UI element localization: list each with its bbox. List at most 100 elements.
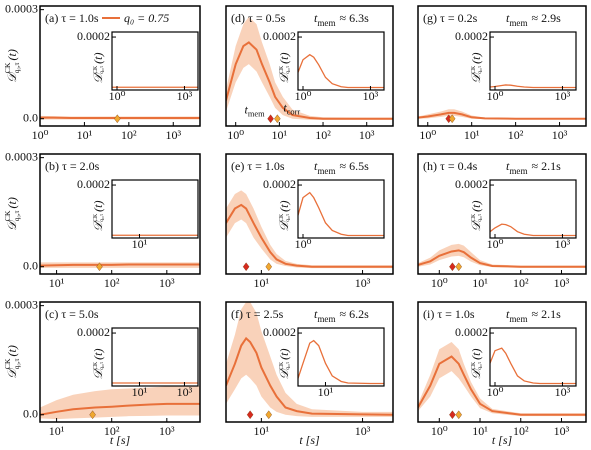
panel-label: (g) τ = 0.2s bbox=[423, 11, 478, 25]
panel-label: (i) τ = 1.0s bbox=[423, 307, 475, 321]
inset: 10⁰ 10³ 0.0002 𝒟CKq₀,τ (t) bbox=[263, 29, 385, 103]
x-tick-label: 10² bbox=[121, 128, 137, 142]
subscript: mem bbox=[509, 18, 527, 28]
mean-line bbox=[418, 111, 586, 120]
y-axis-label: 𝒟CKq₀,τ (t) bbox=[469, 52, 483, 83]
symbol: 𝒟 bbox=[91, 220, 105, 232]
subscript: mem bbox=[317, 166, 335, 176]
series bbox=[40, 385, 200, 420]
t-mem-marker bbox=[267, 114, 274, 124]
x-tick-label: 10¹ bbox=[254, 424, 270, 438]
t-corr-marker bbox=[448, 114, 456, 124]
axes-frame bbox=[39, 153, 201, 275]
series bbox=[490, 347, 576, 385]
axes-frame bbox=[489, 179, 577, 239]
series bbox=[298, 191, 384, 237]
symbol: t bbox=[283, 100, 287, 114]
panel-label: (a) τ = 1.0s bbox=[45, 11, 99, 25]
t-corr-marker bbox=[96, 262, 103, 272]
argument: (t) bbox=[91, 52, 105, 63]
argument: (t) bbox=[91, 200, 105, 211]
x-tick-label: 10³ bbox=[555, 385, 571, 399]
panel: 10⁰ 10¹ 10² 10³ 10⁰ 10³ 0.0002 𝒟CKq₀,τ (t) (h) τ … bbox=[417, 153, 587, 290]
inset-background bbox=[490, 180, 576, 238]
inset: 10⁰ 10³ 0.0002 𝒟CKq₀,τ (t) bbox=[455, 29, 577, 103]
memory-time-annotation: tmem ≈ 2.9s bbox=[506, 11, 561, 28]
x-tick-label: 10³ bbox=[355, 276, 371, 290]
x-tick-label: 10³ bbox=[555, 237, 571, 251]
axes-frame bbox=[225, 301, 394, 423]
y-axis-label: 𝒟CKq₀,τ (t) bbox=[3, 197, 20, 231]
series bbox=[40, 262, 200, 268]
series bbox=[298, 339, 384, 385]
mean-line bbox=[40, 402, 200, 416]
x-axis-label: t [s] bbox=[492, 433, 513, 447]
inset-background bbox=[112, 32, 198, 90]
subscript: q₀,τ bbox=[477, 361, 483, 370]
x-tick-label: 10⁰ bbox=[109, 89, 126, 103]
subscript: q₀,τ bbox=[285, 361, 291, 370]
subscript: q₀,τ bbox=[13, 210, 21, 221]
symbol: 𝒟 bbox=[469, 368, 483, 380]
x-tick-label: 10¹ bbox=[464, 128, 480, 142]
inset: 10⁰ 0.0002 𝒟CKq₀,τ (t) bbox=[263, 177, 385, 251]
axes-frame bbox=[111, 31, 199, 91]
mean-line bbox=[418, 355, 586, 416]
superscript: CK bbox=[3, 358, 12, 369]
inset-background bbox=[112, 180, 198, 238]
y-tick-label: 0.0002 bbox=[77, 177, 110, 191]
panel-label: (f) τ = 2.5s bbox=[231, 307, 284, 321]
x-tick-label: 10² bbox=[513, 424, 529, 438]
symbol: 𝒟 bbox=[5, 219, 19, 231]
symbol: t bbox=[314, 11, 318, 25]
inset: 10⁰ 10³ 0.0002 𝒟CKq₀,τ (t) bbox=[77, 29, 199, 103]
confidence-band bbox=[418, 109, 586, 120]
t-mem-marker bbox=[246, 410, 254, 420]
y-tick-label: 0.0003 bbox=[5, 297, 38, 311]
y-axis-label: 𝒟CKq₀,τ (t) bbox=[469, 200, 483, 231]
inset-background bbox=[112, 328, 198, 386]
symbol: 𝒟 bbox=[277, 220, 291, 232]
superscript: CK bbox=[279, 213, 285, 222]
annotation-value: ≈ 2.1s bbox=[532, 159, 562, 173]
argument: (t) bbox=[469, 200, 483, 211]
y-tick-label: 0.0003 bbox=[5, 149, 38, 163]
inset-background bbox=[298, 180, 384, 238]
t-mem-marker bbox=[449, 262, 456, 272]
confidence-band bbox=[226, 302, 393, 417]
argument: (t) bbox=[469, 348, 483, 359]
mean-line bbox=[490, 84, 576, 89]
axes-frame bbox=[417, 301, 587, 423]
t-mem-label: tmem bbox=[245, 102, 266, 119]
axes-frame bbox=[225, 153, 394, 275]
superscript: CK bbox=[279, 361, 285, 370]
mean-line bbox=[226, 41, 393, 120]
subscript: corr bbox=[287, 108, 301, 117]
axes-frame bbox=[39, 5, 201, 127]
x-tick-label: 10¹ bbox=[132, 385, 148, 399]
x-tick-label: 10⁰ bbox=[487, 89, 504, 103]
x-tick-label: 10³ bbox=[555, 89, 571, 103]
x-tick-label: 10² bbox=[315, 128, 331, 142]
symbol: t bbox=[506, 11, 510, 25]
x-tick-label: 10¹ bbox=[77, 128, 93, 142]
memory-time-annotation: tmem ≈ 6.2s bbox=[314, 307, 369, 324]
x-tick-label: 10¹ bbox=[472, 276, 488, 290]
inset-background bbox=[490, 32, 576, 90]
symbol: t bbox=[506, 307, 510, 321]
subscript: mem bbox=[509, 314, 527, 324]
subscript: q₀,τ bbox=[285, 213, 291, 222]
x-tick-label: 10³ bbox=[177, 385, 193, 399]
memory-time-annotation: tmem ≈ 6.5s bbox=[314, 159, 369, 176]
mean-line bbox=[298, 191, 384, 237]
superscript: CK bbox=[471, 65, 477, 74]
x-tick-label: 10¹ bbox=[318, 385, 334, 399]
x-tick-label: 10⁰ bbox=[419, 128, 436, 142]
symbol: 𝒟 bbox=[5, 367, 19, 379]
y-axis-label: 𝒟CKq₀,τ (t) bbox=[91, 348, 105, 379]
mean-line bbox=[298, 339, 384, 385]
series bbox=[40, 115, 200, 120]
symbol: 𝒟 bbox=[469, 220, 483, 232]
